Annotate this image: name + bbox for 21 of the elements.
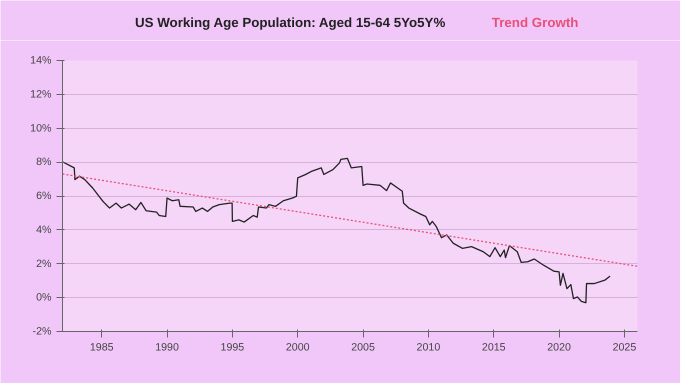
x-tick-label: 2005 [351,342,375,354]
x-tick-label: 2020 [547,342,572,354]
y-tick-label: 0% [36,292,52,304]
x-tick-label: 2000 [286,342,310,354]
x-tick-label: 1985 [90,342,114,354]
x-tick-label: 2025 [612,342,636,354]
text: Trend Growth [492,14,578,30]
line-series [62,158,611,304]
text: US Working Age Population: Aged 15-64 5Yo5Y% [135,14,446,30]
y-tick-label: 10% [30,122,52,134]
x-tick-label: 2015 [482,342,506,354]
y-tick-label: 12% [30,88,52,100]
x-tick-label: 1990 [155,342,179,354]
y-tick-label: 4% [36,224,52,236]
y-tick-label: 14% [30,54,52,66]
y-tick-label: 8% [36,156,52,168]
y-tick-label: 6% [36,190,52,202]
y-tick-label: 2% [36,258,52,270]
x-tick-label: 1995 [220,342,244,354]
y-tick-label: -2% [32,326,52,338]
x-tick-label: 2010 [416,342,440,354]
